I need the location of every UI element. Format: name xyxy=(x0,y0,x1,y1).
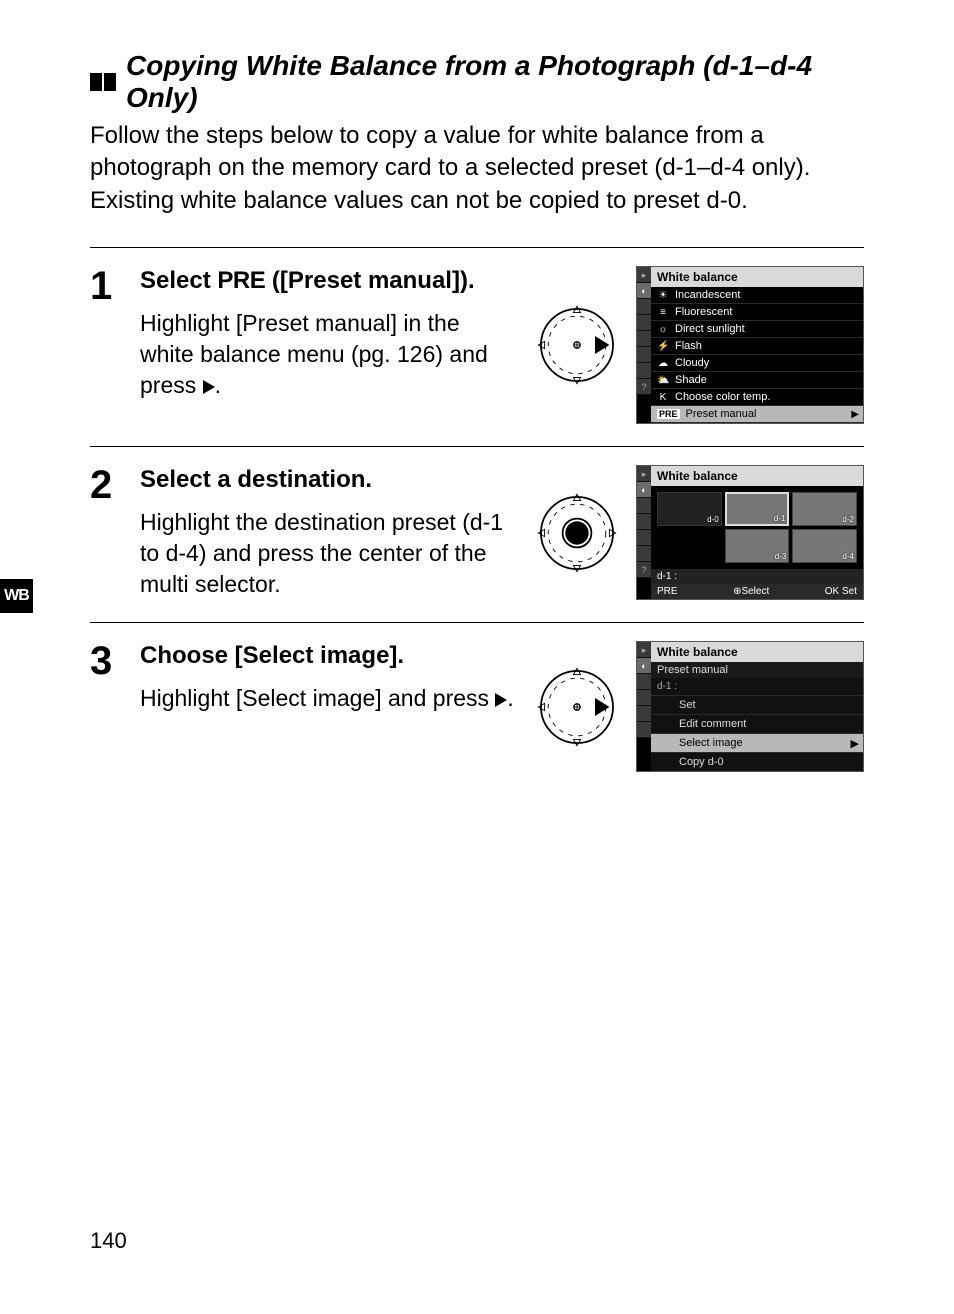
screen-title: White balance xyxy=(651,267,863,287)
camera-screen-preset-menu: ▸◐ White balance Preset manual d-1 : Set… xyxy=(636,641,864,772)
menu-item: KChoose color temp. xyxy=(651,389,863,406)
menu-item: Set xyxy=(651,695,863,714)
preset-header: d-1 : xyxy=(651,678,863,695)
menu-item-highlighted: PRE Preset manual ▶ xyxy=(651,406,863,423)
heading-bullet-icon xyxy=(90,73,116,91)
step-3: 3 Choose [Select image]. Highlight [Sele… xyxy=(90,623,864,794)
wb-section-tab: WB xyxy=(0,578,34,614)
step-title: Select PRE ([Preset manual]). xyxy=(140,266,518,296)
right-arrow-icon xyxy=(495,693,507,707)
step-title: Select a destination. xyxy=(140,465,518,495)
step-number: 1 xyxy=(90,266,124,424)
step-description: Highlight [Select image] and press . xyxy=(140,683,518,714)
page-number: 140 xyxy=(90,1228,127,1254)
menu-item: ⛅Shade xyxy=(651,372,863,389)
chevron-right-icon: ▶ xyxy=(851,737,859,750)
chevron-right-icon: ▶ xyxy=(851,409,859,420)
step-title: Choose [Select image]. xyxy=(140,641,518,671)
step-description: Highlight [Preset manual] in the white b… xyxy=(140,308,518,401)
section-heading: Copying White Balance from a Photograph … xyxy=(90,50,864,114)
multi-selector-right-icon xyxy=(532,662,622,752)
step-number: 2 xyxy=(90,465,124,600)
heading-text: Copying White Balance from a Photograph … xyxy=(126,50,864,114)
preset-thumb: d-4 xyxy=(792,529,857,563)
step-2: 2 Select a destination. Highlight the de… xyxy=(90,447,864,622)
menu-item-highlighted: Select image▶ xyxy=(651,733,863,752)
step-number: 3 xyxy=(90,641,124,772)
screen-subtitle: Preset manual xyxy=(651,662,863,678)
current-preset-label: d-1 : xyxy=(651,569,863,584)
pre-badge: PRE xyxy=(657,409,680,419)
step-description: Highlight the destination preset (d-1 to… xyxy=(140,507,518,600)
preset-thumb: d-0 xyxy=(657,492,722,526)
camera-screen-preset-grid: ▸◐? White balance d-0 d-1 d-2 d-3 d-4 d-… xyxy=(636,465,864,600)
menu-item: Edit comment xyxy=(651,714,863,733)
menu-item: ≡Fluorescent xyxy=(651,304,863,321)
menu-item: ☼Direct sunlight xyxy=(651,321,863,338)
preset-thumbnail-grid: d-0 d-1 d-2 d-3 d-4 xyxy=(651,486,863,569)
menu-item: ☀Incandescent xyxy=(651,287,863,304)
preset-thumb: d-2 xyxy=(792,492,857,526)
step-1: 1 Select PRE ([Preset manual]). Highligh… xyxy=(90,248,864,446)
screen-title: White balance xyxy=(651,642,863,662)
preset-thumb-selected: d-1 xyxy=(725,492,790,526)
menu-item: ⚡Flash xyxy=(651,338,863,355)
menu-item: ☁Cloudy xyxy=(651,355,863,372)
camera-screen-wb-menu: ▸◐? White balance ☀Incandescent ≡Fluores… xyxy=(636,266,864,424)
screen-title: White balance xyxy=(651,466,863,486)
menu-item: Copy d-0 xyxy=(651,752,863,771)
multi-selector-right-icon xyxy=(532,300,622,390)
right-arrow-icon xyxy=(203,380,215,394)
multi-selector-center-icon xyxy=(532,488,622,578)
intro-paragraph: Follow the steps below to copy a value f… xyxy=(90,120,864,217)
preset-thumb: d-3 xyxy=(725,529,790,563)
screen-footer: PRE ⊕Select OK Set xyxy=(651,584,863,599)
